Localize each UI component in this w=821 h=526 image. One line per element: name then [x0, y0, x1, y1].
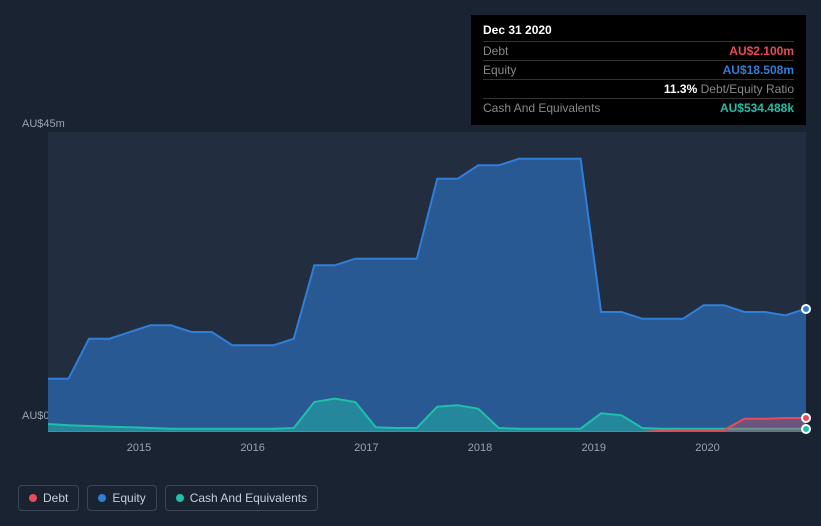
tooltip-row: Cash And Equivalents AU$534.488k	[483, 98, 794, 117]
y-axis-min: AU$0	[22, 410, 50, 422]
tooltip-row-label: Cash And Equivalents	[483, 101, 600, 115]
x-axis: 2015 2016 2017 2018 2019 2020	[48, 442, 806, 462]
x-tick: 2016	[240, 442, 264, 454]
legend-item[interactable]: Cash And Equivalents	[165, 485, 318, 511]
series-marker-icon	[801, 424, 811, 434]
tooltip-row-label: Debt	[483, 44, 508, 58]
legend-dot-icon	[98, 494, 106, 502]
x-tick: 2015	[127, 442, 151, 454]
x-tick: 2018	[468, 442, 492, 454]
tooltip-rows: Debt AU$2.100m Equity AU$18.508m 11.3% Debt/…	[483, 41, 794, 117]
plot-area[interactable]	[48, 132, 806, 432]
tooltip-row: 11.3% Debt/Equity Ratio	[483, 79, 794, 98]
tooltip-panel: Dec 31 2020 Debt AU$2.100m Equity AU$18.508…	[471, 15, 806, 125]
tooltip-row: Equity AU$18.508m	[483, 60, 794, 79]
legend-dot-icon	[29, 494, 37, 502]
series-marker-icon	[801, 413, 811, 423]
tooltip-row: Debt AU$2.100m	[483, 41, 794, 60]
x-tick: 2017	[354, 442, 378, 454]
legend-item[interactable]: Equity	[87, 485, 156, 511]
tooltip-row-value: AU$2.100m	[729, 44, 794, 58]
legend: Debt Equity Cash And Equivalents	[18, 485, 318, 511]
tooltip-row-value: AU$18.508m	[723, 63, 794, 77]
legend-dot-icon	[176, 494, 184, 502]
legend-label: Debt	[43, 491, 68, 505]
tooltip-date: Dec 31 2020	[483, 23, 794, 41]
y-axis-max: AU$45m	[22, 118, 65, 130]
legend-label: Equity	[112, 491, 145, 505]
legend-item[interactable]: Debt	[18, 485, 79, 511]
x-tick: 2020	[695, 442, 719, 454]
tooltip-row-value: AU$534.488k	[720, 101, 794, 115]
tooltip-row-value: 11.3% Debt/Equity Ratio	[664, 82, 794, 96]
chart-svg	[48, 132, 806, 432]
tooltip-row-label: Equity	[483, 63, 516, 77]
legend-label: Cash And Equivalents	[190, 491, 307, 505]
series-marker-icon	[801, 304, 811, 314]
x-tick: 2019	[582, 442, 606, 454]
series-area	[48, 159, 806, 432]
